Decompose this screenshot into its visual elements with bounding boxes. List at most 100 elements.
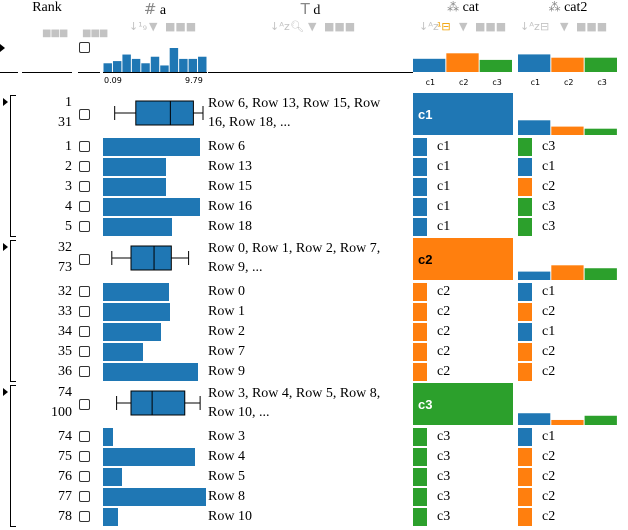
- group-select-checkbox[interactable]: [79, 254, 90, 265]
- row-cat-swatch: [413, 508, 427, 526]
- row-cat-swatch: [413, 198, 427, 216]
- group-summary-line2: Row 10, ...: [208, 405, 270, 420]
- filter-icon[interactable]: ▼: [560, 20, 569, 33]
- column-a-title: a: [159, 3, 167, 18]
- category-bar-c3: [584, 57, 617, 72]
- rank-more-icon[interactable]: ■■■: [42, 28, 68, 39]
- number-type-icon: #: [143, 0, 157, 18]
- row-select-checkbox[interactable]: [79, 161, 90, 172]
- row-select-checkbox[interactable]: [79, 201, 90, 212]
- row-select-checkbox[interactable]: [79, 326, 90, 337]
- row-cat-value: c1: [437, 219, 451, 234]
- group-select-checkbox[interactable]: [79, 399, 90, 410]
- category-tick-c1: c1: [425, 78, 436, 87]
- select-more-icon[interactable]: ■■■: [82, 28, 108, 39]
- select-all-checkbox[interactable]: [79, 42, 90, 53]
- category-tick-c3: c3: [492, 78, 502, 87]
- row-cat2-swatch: [518, 448, 532, 466]
- row-cat-value: c2: [437, 324, 451, 339]
- row-value-bar: [103, 343, 143, 361]
- group-cat2-histogram: [518, 120, 617, 135]
- row-cat2-value: c3: [542, 199, 556, 214]
- column-d-header[interactable]: T d: [208, 0, 413, 19]
- group-category-block[interactable]: c1: [413, 93, 513, 135]
- row-rank: 1: [65, 139, 72, 154]
- group-icon[interactable]: ⊟: [540, 20, 550, 33]
- row-select-checkbox[interactable]: [79, 491, 90, 502]
- collapse-group-icon[interactable]: [3, 388, 8, 396]
- filter-icon[interactable]: ▼: [459, 20, 468, 33]
- column-cat2-header[interactable]: ⁂ cat2: [518, 0, 618, 16]
- collapse-group-icon[interactable]: [3, 98, 8, 106]
- group-range-start: 1: [65, 95, 72, 110]
- rank-header[interactable]: Rank: [32, 0, 62, 15]
- group-bracket: [10, 240, 16, 382]
- sort-alpha-icon[interactable]: ↓ᴬz: [270, 20, 290, 33]
- group-boxplot: [111, 245, 190, 271]
- histogram-bar: [160, 65, 169, 72]
- row-cat2-value: c1: [542, 284, 556, 299]
- category-bar-c2: [551, 57, 584, 72]
- column-cat2-toolbar: ↓ᴬz ⊟ ▼ ■■■: [518, 20, 618, 34]
- category-bar-c2: [446, 53, 479, 72]
- row-cat-swatch: [413, 468, 427, 486]
- row-cat2-swatch: [518, 508, 532, 526]
- histogram-bar: [169, 48, 179, 72]
- row-select-checkbox[interactable]: [79, 286, 90, 297]
- column-cat-histogram[interactable]: [413, 50, 513, 74]
- group-cat2-bar-c2: [551, 419, 584, 425]
- column-a-header[interactable]: # a: [103, 0, 207, 19]
- group-icon[interactable]: ¹⊟: [437, 20, 451, 33]
- row-cat-value: c3: [437, 509, 451, 524]
- row-select-checkbox[interactable]: [79, 366, 90, 377]
- histogram-bar: [179, 58, 188, 72]
- sort-alpha-icon[interactable]: ↓ᴬz: [520, 20, 540, 33]
- group-category-block[interactable]: c3: [413, 383, 513, 425]
- row-cat2-value: c1: [542, 429, 556, 444]
- filter-icon[interactable]: ▼: [308, 20, 317, 33]
- row-select-checkbox[interactable]: [79, 451, 90, 462]
- group-select-checkbox[interactable]: [79, 109, 90, 120]
- row-cat2-value: c2: [542, 509, 556, 524]
- sort-alpha-icon[interactable]: ↓ᴬz: [419, 20, 439, 33]
- row-value-bar: [103, 178, 167, 196]
- row-label: Row 13: [208, 159, 252, 174]
- row-select-checkbox[interactable]: [79, 221, 90, 232]
- filter-icon[interactable]: ▼: [149, 20, 158, 33]
- search-icon[interactable]: 🔍︎: [290, 20, 304, 33]
- row-select-checkbox[interactable]: [79, 141, 90, 152]
- row-select-checkbox[interactable]: [79, 511, 90, 522]
- collapse-group-icon[interactable]: [3, 243, 8, 251]
- group-category-block[interactable]: c2: [413, 238, 513, 280]
- row-cat2-value: c2: [542, 304, 556, 319]
- column-a-histogram: [103, 48, 207, 72]
- row-select-checkbox[interactable]: [79, 306, 90, 317]
- more-icon[interactable]: ■■■: [576, 20, 608, 33]
- row-label: Row 8: [208, 489, 245, 504]
- row-cat2-value: c1: [542, 159, 556, 174]
- more-icon[interactable]: ■■■: [165, 20, 197, 33]
- sort-numeric-icon[interactable]: ↓¹₉: [129, 20, 148, 33]
- row-select-checkbox[interactable]: [79, 181, 90, 192]
- more-icon[interactable]: ■■■: [475, 20, 507, 33]
- row-select-checkbox[interactable]: [79, 431, 90, 442]
- row-select-checkbox[interactable]: [79, 346, 90, 357]
- more-icon[interactable]: ■■■: [324, 20, 356, 33]
- row-label: Row 5: [208, 469, 245, 484]
- row-label: Row 4: [208, 449, 245, 464]
- row-cat2-value: c2: [542, 489, 556, 504]
- category-bar-c1: [518, 54, 551, 72]
- row-cat-swatch: [413, 283, 427, 301]
- group-summary-line1: Row 6, Row 13, Row 15, Row: [208, 96, 381, 111]
- expand-all-icon[interactable]: [0, 44, 5, 52]
- category-tick-c3: c3: [597, 78, 607, 87]
- row-select-checkbox[interactable]: [79, 471, 90, 482]
- row-cat2-swatch: [518, 198, 532, 216]
- column-cat-header[interactable]: ⁂ cat: [413, 0, 513, 16]
- row-cat-swatch: [413, 158, 427, 176]
- row-rank: 75: [58, 449, 72, 464]
- row-value-bar: [103, 363, 198, 381]
- row-cat2-value: c2: [542, 179, 556, 194]
- column-cat2-histogram[interactable]: [518, 50, 618, 74]
- row-cat-swatch: [413, 303, 427, 321]
